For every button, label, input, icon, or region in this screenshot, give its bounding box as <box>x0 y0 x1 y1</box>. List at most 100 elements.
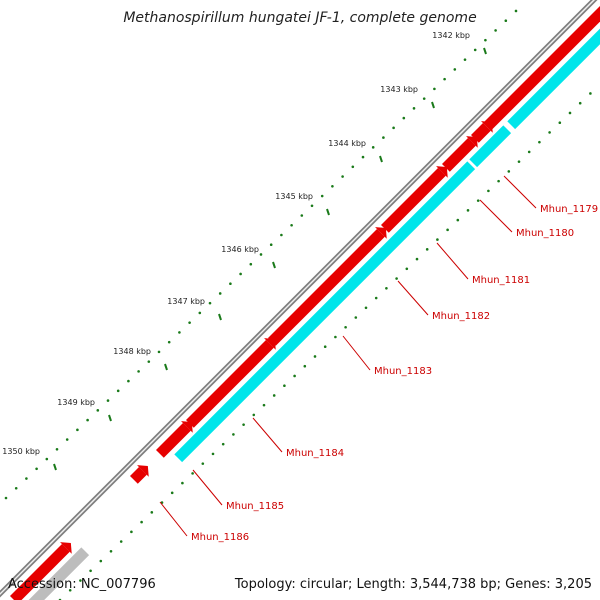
guide-dot <box>364 306 368 310</box>
scale-ticks: 1342 kbp 1343 kbp 1344 kbp 1345 kbp 1346 kbp… <box>2 31 487 471</box>
guide-dot <box>150 511 154 514</box>
label-leader-line <box>479 199 513 233</box>
gene-label: Mhun_1179 <box>540 204 598 215</box>
tick-mark <box>326 208 330 216</box>
label-leader-line <box>397 280 429 316</box>
guide-dot <box>109 549 113 553</box>
guide-dot <box>55 447 59 451</box>
guide-dot <box>341 175 344 178</box>
tick-label: 1350 kbp <box>2 447 40 456</box>
guide-dot <box>188 321 191 324</box>
guide-dot <box>269 243 273 247</box>
tick-mark <box>483 47 487 55</box>
guide-dot <box>106 399 110 402</box>
tick-label: 1347 kbp <box>167 297 205 306</box>
guide-dot <box>252 413 256 417</box>
guide-dot <box>35 467 38 471</box>
guide-dot <box>558 121 562 124</box>
tick-mark <box>218 313 222 321</box>
forward-gene-segment <box>186 340 274 428</box>
guide-dot <box>361 155 365 159</box>
guide-dot <box>310 204 314 208</box>
gene-labels: Mhun_1179 Mhun_1180 Mhun_1181 Mhun_1182 Mhun… <box>159 175 598 543</box>
gene-label: Mhun_1182 <box>432 311 490 322</box>
gene-label: Mhun_1185 <box>226 501 284 512</box>
guide-dot <box>514 9 518 13</box>
gene-label: Mhun_1183 <box>374 366 432 377</box>
guide-dot <box>466 209 470 212</box>
guide-dot <box>201 462 205 465</box>
guide-dot <box>221 442 225 446</box>
tick-label: 1343 kbp <box>380 85 418 94</box>
guide-dot <box>68 588 72 592</box>
guide-dot <box>167 340 171 344</box>
guide-dot <box>487 189 490 193</box>
guide-dot <box>283 384 286 387</box>
forward-gene-segment-arrowhead <box>481 121 493 133</box>
label-leader-line <box>436 242 469 280</box>
forward-gene-segment <box>381 168 446 233</box>
guide-dot <box>405 267 409 271</box>
guide-dot <box>422 97 426 100</box>
guide-dot <box>140 520 143 524</box>
forward-gene-segment-arrowhead <box>137 465 149 477</box>
forward-gene-segment-arrowhead <box>466 136 478 148</box>
guide-dot <box>334 335 337 339</box>
inner-dotted-guide <box>58 92 592 600</box>
forward-gene-segment <box>484 6 600 130</box>
map-title: Methanospirillum hungatei JF-1, complete… <box>123 10 477 26</box>
gene-label: Mhun_1181 <box>472 275 530 286</box>
forward-gene-segment <box>442 138 476 172</box>
guide-dot <box>65 438 69 441</box>
guide-dot <box>320 194 324 198</box>
forward-strand-genes <box>10 6 600 600</box>
guide-dot <box>242 423 245 426</box>
guide-dot <box>25 477 28 480</box>
guide-dot <box>147 360 151 363</box>
guide-dot <box>568 111 572 115</box>
forward-gene-segment-arrowhead <box>264 338 276 350</box>
tick-mark <box>108 414 112 422</box>
guide-dot <box>157 350 161 354</box>
guide-dot <box>211 452 215 456</box>
guide-dot <box>548 131 551 134</box>
gene-label: Mhun_1180 <box>516 228 574 239</box>
guide-dot <box>463 58 467 61</box>
label-leader-line <box>342 335 371 371</box>
guide-dot <box>262 403 266 407</box>
gene-label: Mhun_1184 <box>286 448 344 459</box>
guide-dot <box>127 379 130 383</box>
guide-dot <box>354 316 358 319</box>
other-features <box>28 547 90 600</box>
forward-gene-segment-arrowhead <box>375 227 387 239</box>
forward-gene-segment <box>130 467 147 484</box>
label-leader-line <box>252 417 283 453</box>
guide-dot <box>119 540 123 543</box>
guide-dot <box>280 233 283 237</box>
guide-dot <box>218 292 222 295</box>
tick-label: 1342 kbp <box>432 31 470 40</box>
tick-mark <box>431 101 435 109</box>
guide-dot <box>494 29 497 32</box>
tick-label: 1344 kbp <box>328 139 366 148</box>
guide-dot <box>99 559 103 563</box>
guide-dot <box>382 136 385 139</box>
guide-dot <box>96 409 100 412</box>
tick-mark <box>272 261 276 269</box>
guide-dot <box>181 481 184 485</box>
guide-dot <box>79 579 82 582</box>
guide-dot <box>331 184 334 188</box>
guide-dot <box>425 248 429 251</box>
guide-dot <box>433 87 436 91</box>
reverse-gene-segment <box>469 125 512 168</box>
guide-dot <box>371 146 375 149</box>
label-leader-line <box>159 501 188 537</box>
guide-dot <box>259 253 263 256</box>
guide-dot <box>456 218 460 222</box>
guide-dot <box>300 214 304 217</box>
guide-dot <box>4 496 8 500</box>
forward-gene-segment <box>10 544 70 600</box>
reverse-strand-genes <box>174 28 600 463</box>
